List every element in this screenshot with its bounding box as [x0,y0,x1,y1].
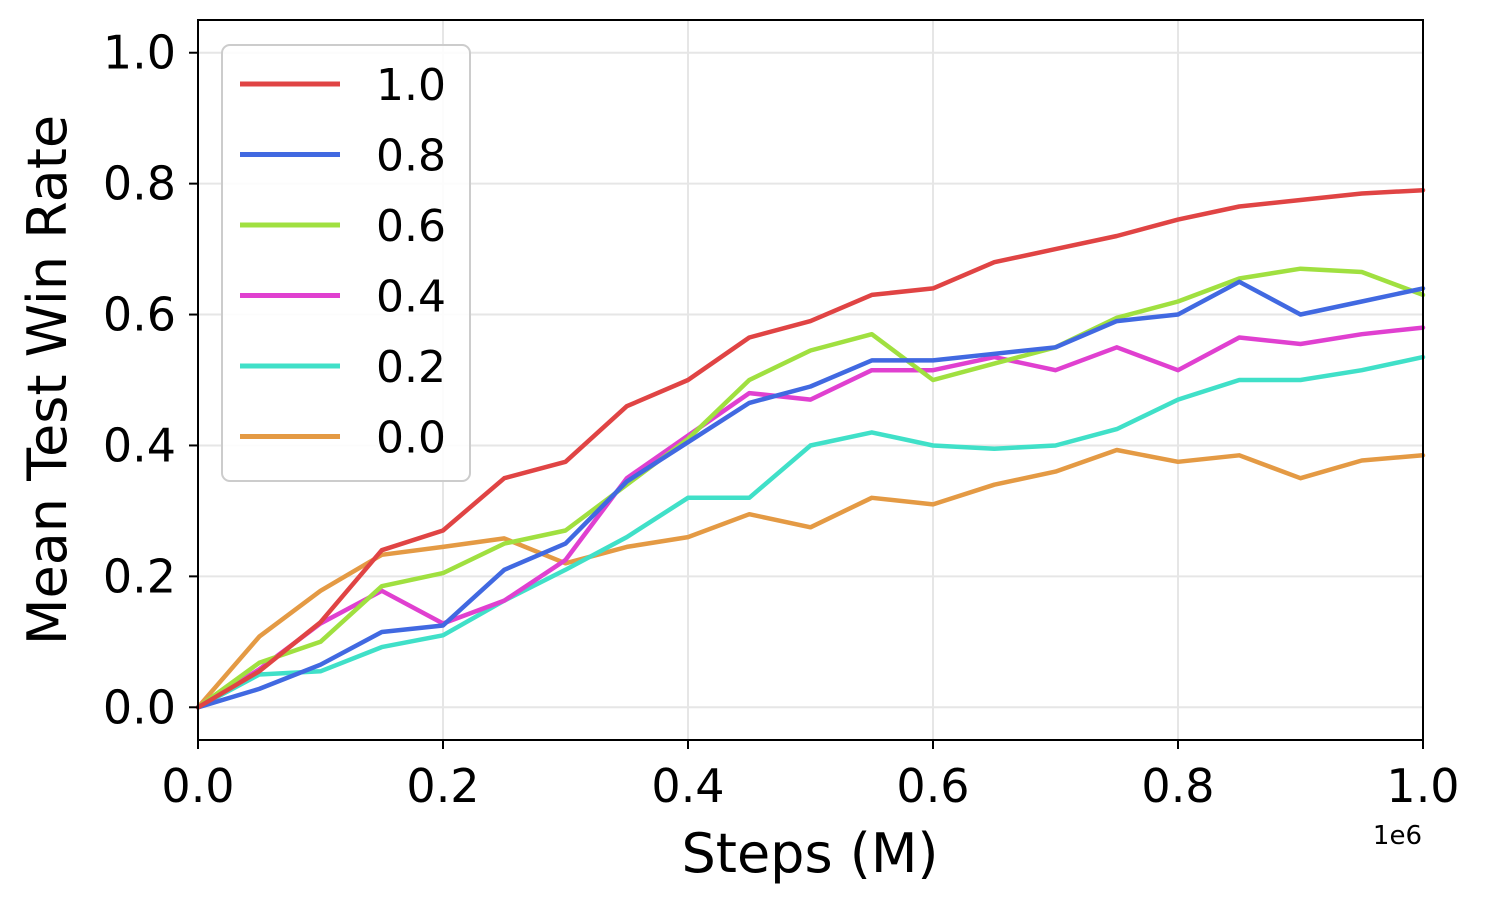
y-tick-label: 0.6 [103,288,176,342]
y-tick-label: 0.4 [103,418,176,472]
series-line-1-0 [195,187,1426,710]
series-line-0-6 [195,266,1426,710]
x-tick-label: 1.0 [1386,759,1459,813]
x-axis-offset-label: 1e6 [1373,821,1422,851]
series-line-0-8 [195,279,1426,710]
y-axis-label: Mean Test Win Rate [16,115,79,645]
legend-label: 0.4 [376,272,446,323]
y-tick-label: 1.0 [103,26,176,80]
legend-label: 1.0 [376,60,446,111]
x-tick-label: 0.6 [896,759,969,813]
legend-label: 0.2 [376,342,446,393]
series-line-0-0 [195,447,1426,710]
x-axis-label: Steps (M) [682,822,939,885]
y-tick-label: 0.8 [103,157,176,211]
x-tick-label: 0.4 [651,759,724,813]
x-tick-label: 0.8 [1141,759,1214,813]
y-tick-label: 0.0 [103,680,176,734]
series-line-0-4 [195,325,1426,710]
x-tick-label: 0.0 [161,759,234,813]
x-axis-ticks: 0.0 0.2 0.4 0.6 0.8 1.0 [161,740,1460,813]
legend-label: 0.6 [376,201,446,252]
y-axis-ticks: 0.0 0.2 0.4 0.6 0.8 1.0 [103,26,198,734]
x-tick-label: 0.2 [406,759,479,813]
series-layer [195,187,1426,710]
legend: 1.0 0.8 0.6 0.4 0.2 0.0 [221,44,471,482]
plot-frame [197,19,1424,741]
legend-label: 0.8 [376,131,446,182]
y-tick-label: 0.2 [103,549,176,603]
series-line-0-2 [195,354,1426,710]
legend-label: 0.0 [376,413,446,464]
